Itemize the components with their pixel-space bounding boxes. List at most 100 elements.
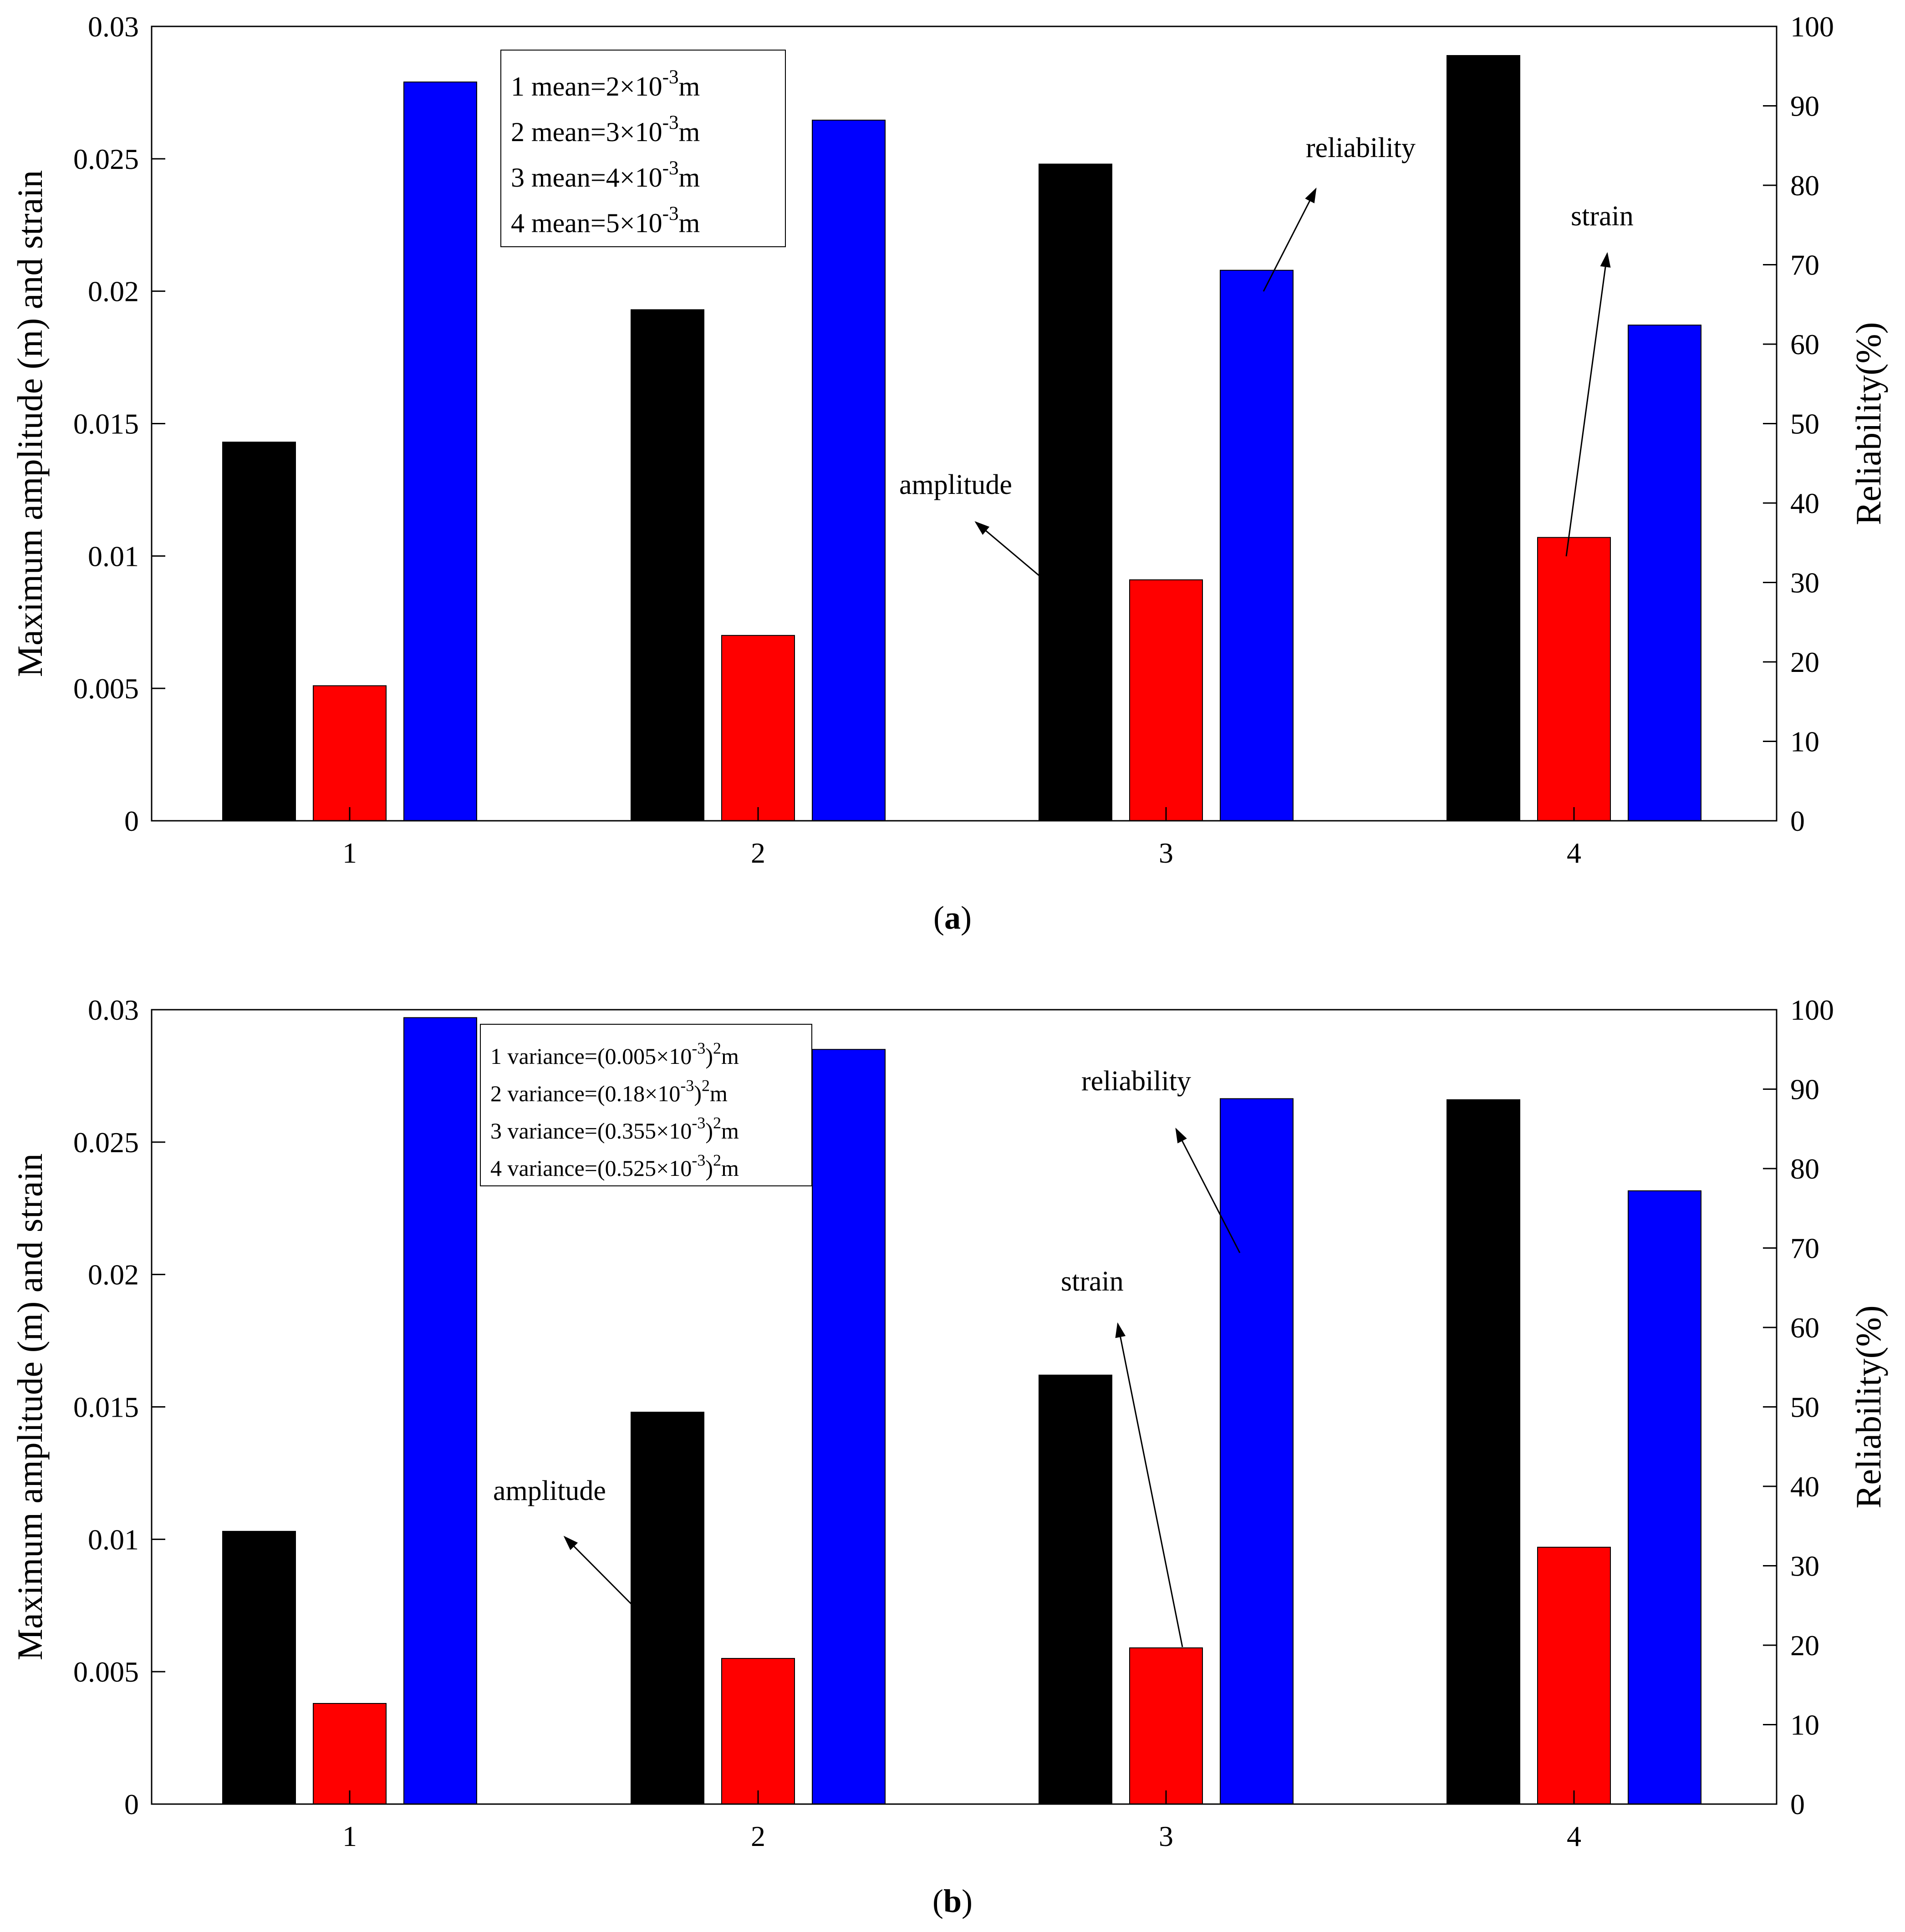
legend-entry-3: 3 mean=4×10-3m xyxy=(511,158,700,193)
annotation-strain: strain xyxy=(1571,201,1634,232)
right-tick-label: 70 xyxy=(1790,249,1819,281)
left-tick-label: 0 xyxy=(124,805,139,837)
legend-entry-4: 4 mean=5×10-3m xyxy=(511,203,700,238)
right-tick-label: 10 xyxy=(1790,1709,1819,1741)
right-tick-label: 50 xyxy=(1790,1391,1819,1424)
bar-strain-1 xyxy=(313,1703,387,1805)
legend-entry-4: 4 variance=(0.525×10-3)2m xyxy=(490,1151,739,1181)
right-tick-label: 30 xyxy=(1790,1550,1819,1582)
right-tick-label: 20 xyxy=(1790,1629,1819,1662)
x-tick-label: 4 xyxy=(1567,837,1581,869)
bar-amplitude-2 xyxy=(631,1412,704,1805)
legend-frame xyxy=(500,50,786,247)
annotation-amplitude: amplitude xyxy=(899,469,1012,500)
bar-strain-2 xyxy=(721,635,795,822)
bar-amplitude-1 xyxy=(222,442,296,821)
bar-amplitude-1 xyxy=(222,1530,296,1805)
bar-reliability-3 xyxy=(1220,1098,1294,1805)
legend-box: 1 mean=2×10-3m 2 mean=3×10-3m 3 mean=4×10-… xyxy=(500,50,786,247)
left-tick-label: 0.03 xyxy=(88,10,139,43)
right-tick-label: 40 xyxy=(1790,1470,1819,1503)
right-tick-label: 40 xyxy=(1790,487,1819,519)
left-tick-label: 0.025 xyxy=(73,1126,139,1159)
y-axis-label: Maximum amplitude (m) and strain xyxy=(10,170,50,677)
annotation-arrow-reliability xyxy=(1263,188,1317,292)
bar-strain-1 xyxy=(313,685,387,821)
legend-entry-1: 1 mean=2×10-3m xyxy=(511,66,700,102)
right-tick-label: 0 xyxy=(1790,805,1805,837)
x-tick-label: 4 xyxy=(1567,1820,1581,1852)
left-tick-label: 0.03 xyxy=(88,994,139,1026)
right-tick-label: 80 xyxy=(1790,169,1819,202)
annotation-reliability: reliability xyxy=(1081,1066,1191,1097)
bar-amplitude-4 xyxy=(1447,55,1520,822)
panel-label: (b) xyxy=(932,1883,973,1919)
annotation-reliability: reliability xyxy=(1306,132,1416,163)
x-tick-label: 3 xyxy=(1159,837,1173,869)
x-tick-label: 1 xyxy=(342,1820,357,1852)
legend-entry-2: 2 variance=(0.18×10-3)2m xyxy=(490,1077,728,1107)
bar-reliability-3 xyxy=(1220,269,1294,822)
annotation-amplitude: amplitude xyxy=(493,1475,606,1506)
right-tick-label: 90 xyxy=(1790,1073,1819,1106)
bar-strain-2 xyxy=(721,1658,795,1805)
right-tick-label: 80 xyxy=(1790,1153,1819,1185)
left-tick-label: 0.005 xyxy=(73,1656,139,1688)
y2-axis-label: Reliability(%) xyxy=(1849,1305,1888,1508)
legend-frame xyxy=(480,1024,812,1186)
annotation-strain: strain xyxy=(1061,1266,1124,1297)
bar-reliability-1 xyxy=(403,1017,477,1805)
bar-reliability-2 xyxy=(812,119,886,821)
y-axis-label: Maximum amplitude (m) and strain xyxy=(10,1154,50,1660)
panel-b-chart: 0 0.005 0.01 0.015 0.02 0.025 0.03 0 10 20 30 40 50 6… xyxy=(10,994,1888,1919)
right-tick-label: 100 xyxy=(1790,994,1834,1026)
bar-reliability-2 xyxy=(812,1049,886,1805)
right-tick-label: 70 xyxy=(1790,1232,1819,1265)
bar-reliability-1 xyxy=(403,81,477,821)
plot-area-frame xyxy=(151,25,1778,822)
x-tick-label: 1 xyxy=(342,837,357,869)
annotation-arrow-strain xyxy=(1565,252,1611,557)
annotation-arrow-reliability xyxy=(1175,1128,1241,1253)
right-tick-label: 0 xyxy=(1790,1788,1805,1820)
right-tick-label: 20 xyxy=(1790,646,1819,678)
left-tick-label: 0.02 xyxy=(88,1259,139,1291)
right-tick-label: 100 xyxy=(1790,10,1834,43)
bar-strain-4 xyxy=(1537,1546,1611,1805)
left-tick-label: 0.005 xyxy=(73,672,139,705)
right-tick-label: 60 xyxy=(1790,1312,1819,1344)
right-tick-label: 50 xyxy=(1790,408,1819,440)
bar-amplitude-4 xyxy=(1447,1099,1520,1805)
left-tick-label: 0.015 xyxy=(73,1391,139,1424)
right-tick-label: 10 xyxy=(1790,726,1819,758)
left-tick-label: 0.01 xyxy=(88,540,139,572)
bar-reliability-4 xyxy=(1628,325,1701,821)
plot-area-frame xyxy=(151,1009,1778,1805)
bar-strain-3 xyxy=(1129,579,1203,821)
legend-entry-2: 2 mean=3×10-3m xyxy=(511,112,700,147)
bar-amplitude-3 xyxy=(1039,163,1112,821)
x-tick-label: 2 xyxy=(751,1820,765,1852)
panel-a-chart: 0 0.005 0.01 0.015 0.02 0.025 0.03 0 10 20 30 40 50 6… xyxy=(10,10,1888,936)
bar-strain-4 xyxy=(1537,537,1611,822)
bar-amplitude-2 xyxy=(631,309,704,822)
annotation-arrow-strain xyxy=(1115,1322,1183,1647)
bar-reliability-4 xyxy=(1628,1190,1701,1805)
panel-label: (a) xyxy=(933,900,972,936)
left-tick-label: 0.01 xyxy=(88,1523,139,1556)
right-tick-label: 60 xyxy=(1790,328,1819,361)
left-tick-label: 0.02 xyxy=(88,275,139,308)
legend-box: 1 variance=(0.005×10-3)2m 2 variance=(0.1… xyxy=(480,1024,812,1186)
left-tick-label: 0 xyxy=(124,1788,139,1820)
right-tick-label: 30 xyxy=(1790,567,1819,599)
left-tick-label: 0.025 xyxy=(73,143,139,175)
annotation-arrow-amplitude xyxy=(974,521,1040,577)
annotation-arrow-amplitude xyxy=(563,1535,635,1608)
y2-axis-label: Reliability(%) xyxy=(1849,322,1888,525)
right-tick-label: 90 xyxy=(1790,90,1819,122)
x-tick-label: 2 xyxy=(751,837,765,869)
bar-strain-3 xyxy=(1129,1647,1203,1805)
legend-entry-1: 1 variance=(0.005×10-3)2m xyxy=(490,1039,739,1069)
x-tick-label: 3 xyxy=(1159,1820,1173,1852)
